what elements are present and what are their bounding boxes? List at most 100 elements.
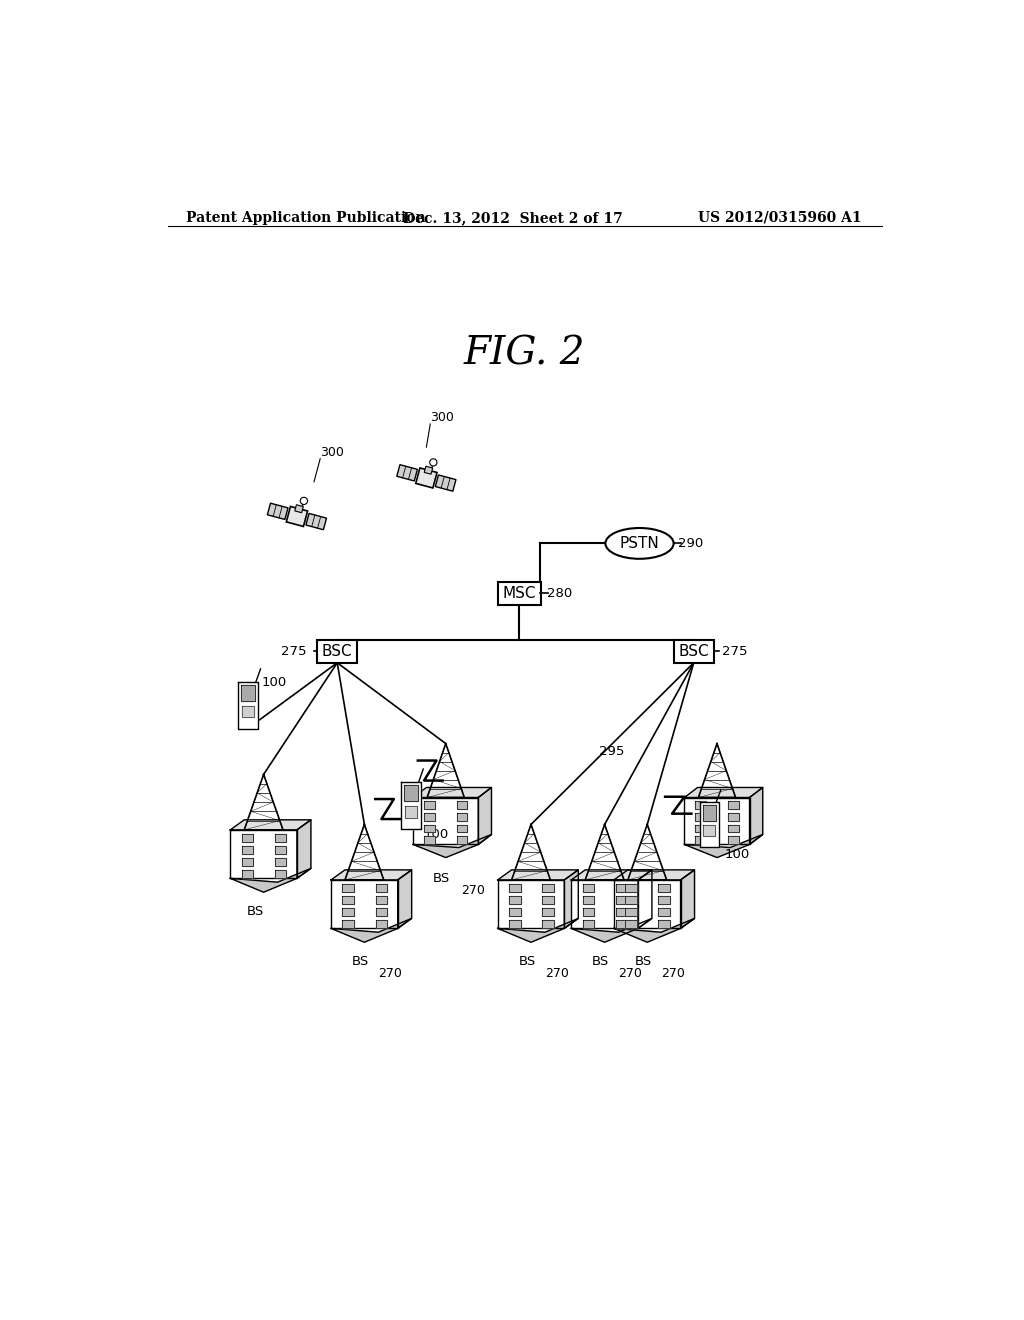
Polygon shape [242, 846, 253, 854]
Polygon shape [245, 775, 283, 830]
Polygon shape [241, 685, 255, 701]
Text: 270: 270 [461, 884, 485, 896]
Polygon shape [404, 807, 417, 817]
Polygon shape [583, 908, 594, 916]
Polygon shape [376, 908, 387, 916]
Polygon shape [274, 834, 287, 842]
Polygon shape [230, 869, 311, 892]
Text: BS: BS [592, 956, 609, 969]
Polygon shape [626, 908, 637, 916]
Text: 100: 100 [424, 829, 450, 841]
Polygon shape [400, 781, 421, 829]
Text: BS: BS [433, 873, 451, 886]
Text: 280: 280 [547, 587, 571, 601]
Polygon shape [478, 788, 492, 845]
Polygon shape [583, 920, 594, 928]
Polygon shape [397, 870, 412, 928]
Polygon shape [414, 797, 478, 845]
Polygon shape [424, 466, 433, 474]
Polygon shape [703, 805, 716, 821]
Polygon shape [626, 896, 637, 904]
Polygon shape [242, 834, 253, 842]
Polygon shape [457, 837, 467, 843]
Polygon shape [658, 908, 670, 916]
Polygon shape [695, 801, 707, 809]
Polygon shape [297, 820, 311, 878]
Text: MSC: MSC [503, 586, 537, 601]
Polygon shape [342, 896, 354, 904]
Polygon shape [498, 870, 579, 880]
Circle shape [430, 459, 437, 466]
Polygon shape [416, 467, 437, 488]
Polygon shape [571, 880, 638, 928]
Text: 270: 270 [662, 966, 685, 979]
Text: 290: 290 [678, 537, 703, 550]
Polygon shape [614, 919, 694, 942]
Polygon shape [695, 825, 707, 832]
Ellipse shape [605, 528, 674, 558]
FancyBboxPatch shape [674, 640, 714, 663]
Polygon shape [512, 825, 550, 880]
Text: 270: 270 [618, 966, 642, 979]
Polygon shape [509, 920, 520, 928]
Text: 300: 300 [321, 446, 344, 459]
Polygon shape [427, 743, 464, 797]
Polygon shape [564, 870, 579, 928]
Polygon shape [728, 801, 738, 809]
Polygon shape [684, 797, 750, 845]
Polygon shape [628, 825, 667, 880]
Text: 300: 300 [430, 411, 454, 424]
Polygon shape [267, 503, 288, 520]
Polygon shape [543, 896, 554, 904]
Polygon shape [695, 813, 707, 821]
Polygon shape [414, 788, 492, 797]
Polygon shape [638, 870, 652, 928]
Polygon shape [615, 908, 628, 916]
Text: BSC: BSC [322, 644, 352, 659]
Polygon shape [274, 846, 287, 854]
Polygon shape [287, 507, 307, 527]
Polygon shape [424, 825, 435, 832]
Text: BS: BS [247, 906, 264, 919]
Polygon shape [658, 883, 670, 892]
Polygon shape [750, 788, 763, 845]
Polygon shape [614, 880, 681, 928]
Polygon shape [331, 919, 412, 942]
Polygon shape [376, 896, 387, 904]
Polygon shape [345, 825, 384, 880]
Polygon shape [376, 883, 387, 892]
Polygon shape [342, 883, 354, 892]
Text: BS: BS [518, 956, 536, 969]
Text: 270: 270 [545, 966, 568, 979]
Polygon shape [424, 813, 435, 821]
Text: BSC: BSC [679, 644, 709, 659]
Polygon shape [658, 896, 670, 904]
Polygon shape [658, 920, 670, 928]
Polygon shape [457, 813, 467, 821]
Text: 275: 275 [281, 644, 306, 657]
Text: 295: 295 [599, 744, 624, 758]
Polygon shape [615, 920, 628, 928]
Polygon shape [681, 870, 694, 928]
Polygon shape [331, 870, 412, 880]
Polygon shape [728, 825, 738, 832]
Polygon shape [295, 504, 303, 512]
Text: Dec. 13, 2012  Sheet 2 of 17: Dec. 13, 2012 Sheet 2 of 17 [403, 211, 623, 224]
Text: 270: 270 [378, 966, 402, 979]
Polygon shape [457, 825, 467, 832]
Polygon shape [238, 682, 258, 729]
Text: US 2012/0315960 A1: US 2012/0315960 A1 [697, 211, 861, 224]
Polygon shape [274, 870, 287, 878]
Text: BS: BS [635, 956, 652, 969]
Polygon shape [274, 858, 287, 866]
Polygon shape [700, 803, 719, 847]
Circle shape [300, 498, 307, 504]
Polygon shape [543, 883, 554, 892]
Text: 275: 275 [722, 644, 748, 657]
Polygon shape [403, 785, 418, 801]
Text: 100: 100 [725, 847, 750, 861]
Polygon shape [424, 801, 435, 809]
Polygon shape [230, 820, 311, 830]
Polygon shape [684, 788, 763, 797]
Text: PSTN: PSTN [620, 536, 659, 550]
